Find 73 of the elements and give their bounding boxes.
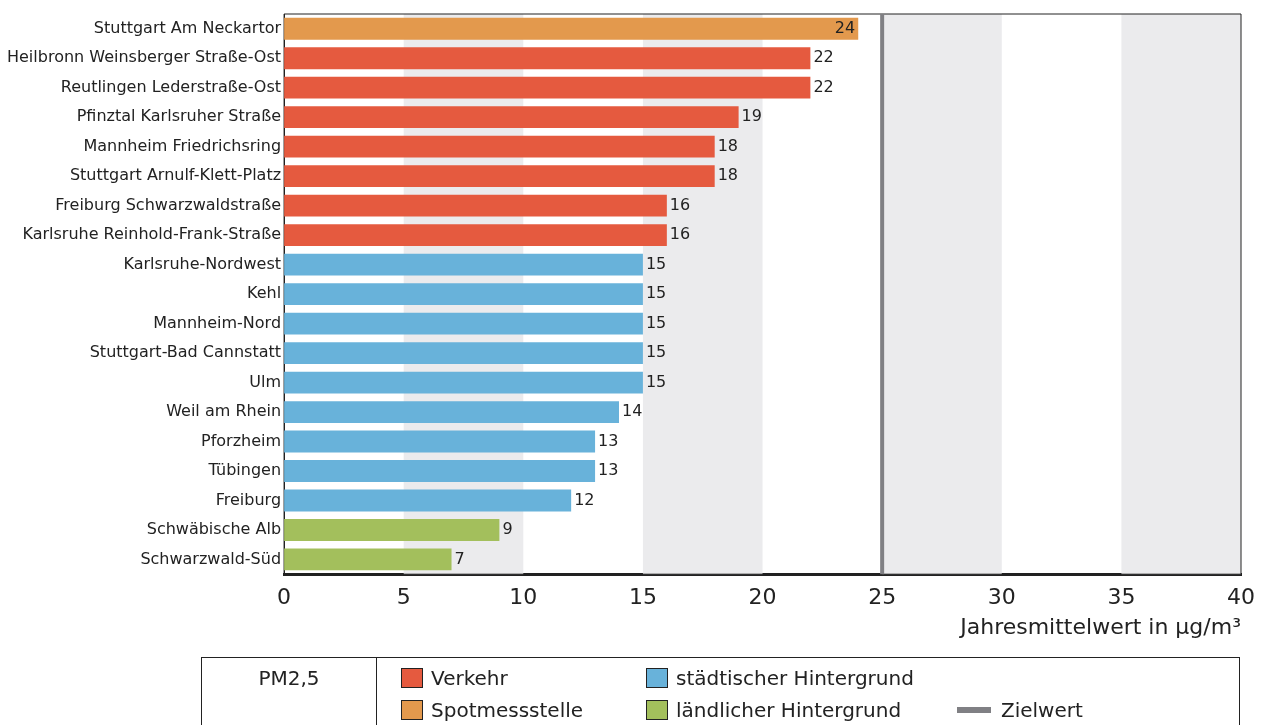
bar: [284, 401, 619, 423]
data-label: 22: [813, 76, 834, 96]
bar: [284, 548, 452, 571]
data-label: 15: [645, 253, 667, 273]
y-tick-label: Pforzheim: [201, 430, 282, 450]
bar: [284, 135, 715, 158]
y-tick-label: Pfinztal Karlsruher Straße: [76, 106, 282, 126]
data-label: 19: [741, 106, 762, 126]
data-label: 16: [669, 224, 691, 244]
bar: [284, 460, 596, 482]
bar: [284, 17, 859, 40]
data-label: 15: [645, 342, 667, 362]
x-tick-label: 35: [1107, 584, 1136, 610]
x-tick-label: 0: [277, 584, 292, 610]
legend-title: PM2,5: [258, 666, 320, 690]
y-tick-label: Schwarzwald-Süd: [140, 548, 282, 568]
bar: [284, 165, 715, 188]
bar: [284, 106, 739, 129]
legend-label: städtischer Hintergrund: [676, 666, 914, 690]
y-tick-label: Weil am Rhein: [166, 401, 282, 421]
legend-label: Zielwert: [1001, 698, 1083, 722]
data-label: 13: [598, 430, 619, 450]
y-tick-label: Tübingen: [207, 460, 282, 480]
y-tick-label: Mannheim Friedrichsring: [83, 135, 282, 155]
bar: [284, 47, 811, 70]
data-label: 7: [454, 548, 465, 568]
data-label: 18: [717, 165, 739, 185]
y-tick-label: Kehl: [246, 283, 282, 303]
bar: [284, 224, 667, 247]
y-tick-label: Mannheim-Nord: [153, 312, 282, 332]
y-tick-label: Stuttgart Am Neckartor: [93, 17, 282, 37]
data-label: 14: [622, 401, 643, 421]
x-tick-label: 40: [1227, 584, 1255, 610]
data-label: 12: [574, 489, 595, 509]
data-label: 15: [645, 283, 667, 303]
y-tick-label: Ulm: [249, 371, 282, 391]
data-label: 16: [669, 194, 691, 214]
x-tick-label: 5: [396, 584, 411, 610]
legend-label: Spotmessstelle: [431, 698, 584, 722]
bar: [284, 371, 643, 394]
y-tick-label: Reutlingen Lederstraße-Ost: [60, 76, 282, 96]
y-tick-label: Schwäbische Alb: [146, 519, 282, 539]
x-tick-label: 10: [509, 584, 538, 610]
data-label: 15: [645, 371, 667, 391]
y-tick-label: Stuttgart Arnulf-Klett-Platz: [69, 165, 282, 185]
x-tick-label: 20: [748, 584, 777, 610]
y-tick-label: Karlsruhe Reinhold-Frank-Straße: [22, 224, 282, 244]
bar: [284, 342, 643, 364]
bar: [284, 283, 643, 306]
x-tick-label: 30: [987, 584, 1016, 610]
y-tick-label: Freiburg Schwarzwaldstraße: [55, 194, 282, 214]
bar: [284, 253, 643, 276]
data-label: 13: [598, 460, 619, 480]
y-tick-label: Heilbronn Weinsberger Straße-Ost: [6, 47, 282, 67]
legend-label: ländlicher Hintergrund: [676, 698, 902, 722]
x-tick-label: 25: [868, 584, 897, 610]
x-axis-title: Jahresmittelwert in µg/m³: [958, 613, 1241, 639]
y-tick-label: Karlsruhe-Nordwest: [123, 253, 282, 273]
legend-label: Verkehr: [431, 666, 508, 690]
bar: [284, 430, 596, 453]
data-label: 22: [813, 47, 834, 67]
bar: [284, 519, 500, 541]
bar: [284, 76, 811, 99]
bar: [284, 489, 572, 512]
data-label: 15: [645, 312, 667, 332]
data-label: 18: [717, 135, 739, 155]
data-label: 9: [502, 519, 513, 539]
bar: [284, 194, 667, 217]
x-tick-label: 15: [628, 584, 657, 610]
bar: [284, 312, 643, 335]
y-tick-label: Stuttgart-Bad Cannstatt: [89, 342, 282, 362]
data-label: 24: [834, 17, 856, 37]
y-tick-label: Freiburg: [215, 489, 282, 509]
